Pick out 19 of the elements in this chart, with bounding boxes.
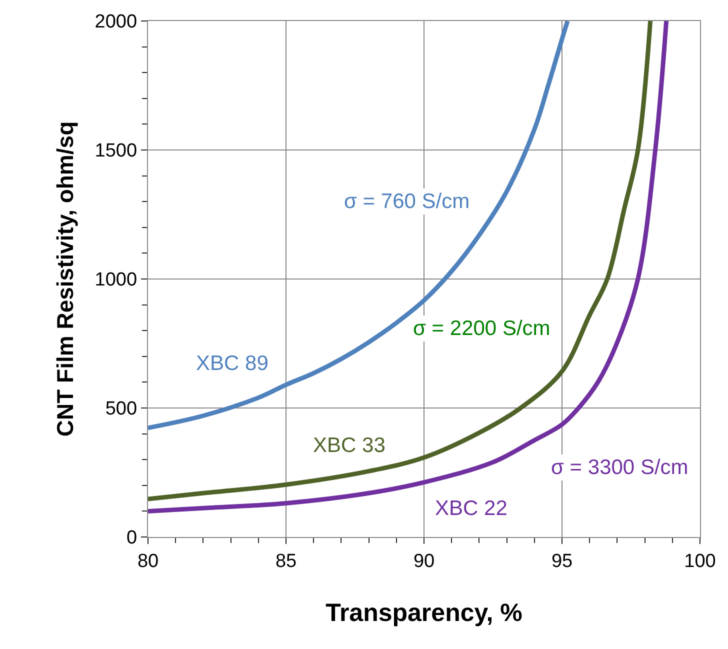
x-tick-label: 85	[275, 550, 297, 572]
y-tick-label: 2000	[94, 12, 138, 33]
y-tick-label: 500	[105, 398, 138, 420]
x-axis-title: Transparency, %	[326, 598, 522, 627]
series-label: XBC 89	[196, 352, 268, 375]
series-label: XBC 22	[435, 497, 508, 520]
annotation: σ = 2200 S/cm	[413, 317, 550, 340]
annotation: σ = 760 S/cm	[344, 190, 470, 213]
x-tick-label: 95	[551, 550, 573, 572]
annotation: σ = 3300 S/cm	[551, 456, 688, 479]
y-tick-label: 0	[126, 528, 138, 549]
x-tick-label: 100	[684, 550, 716, 572]
x-tick-label: 90	[413, 550, 435, 572]
y-tick-label: 1500	[94, 140, 138, 162]
y-axis-title: CNT Film Resistivity, ohm/sq	[52, 121, 78, 437]
x-tick-label: 80	[137, 550, 159, 572]
line-series	[148, 21, 570, 430]
y-tick-label: 1000	[94, 270, 138, 291]
series-label: XBC 33	[313, 434, 386, 457]
